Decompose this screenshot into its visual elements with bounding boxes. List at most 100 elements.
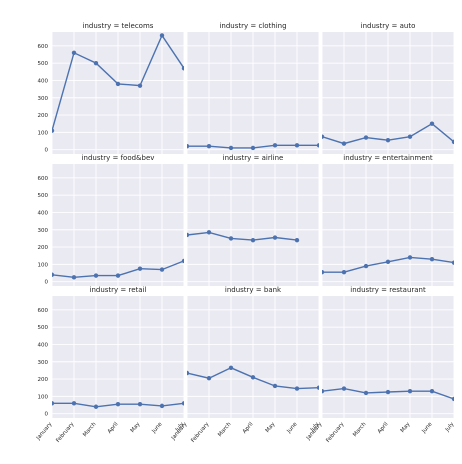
series-group — [322, 255, 454, 275]
series-group — [322, 121, 454, 146]
y-tick-label: 300 — [38, 360, 49, 366]
x-tick-label: April — [377, 421, 390, 435]
data-point — [206, 375, 212, 381]
data-point — [272, 235, 278, 240]
y-tick-label: 300 — [38, 228, 49, 234]
series-group — [52, 258, 184, 280]
data-point — [316, 143, 319, 148]
y-tick-label: 500 — [38, 325, 49, 331]
series-group — [322, 386, 454, 402]
series-group — [187, 365, 319, 391]
data-point — [206, 144, 212, 149]
y-tick-label: 200 — [38, 377, 49, 383]
data-point — [250, 375, 256, 380]
data-point — [181, 66, 184, 71]
data-point — [52, 272, 55, 277]
series-line — [187, 231, 298, 241]
y-tick-label: 600 — [38, 308, 49, 314]
data-point — [407, 255, 413, 260]
y-tick-label: 200 — [38, 113, 49, 119]
panel-title: industry = clothing — [219, 22, 286, 30]
data-point — [250, 145, 256, 151]
data-point — [451, 260, 454, 265]
x-tick-label: March — [82, 421, 98, 438]
y-tick-label: 0 — [45, 148, 49, 154]
data-point — [159, 33, 165, 38]
data-point — [187, 144, 190, 149]
panel-title: industry = restaurant — [350, 286, 426, 294]
x-tick-label: January — [35, 421, 54, 442]
data-point — [407, 388, 413, 394]
data-point — [429, 121, 435, 126]
x-tick-label: March — [217, 421, 233, 438]
data-point — [429, 256, 435, 262]
data-point — [93, 60, 99, 66]
data-point — [322, 388, 325, 394]
x-tick-label: February — [55, 421, 76, 444]
data-point — [250, 237, 256, 243]
x-tick-label: July — [444, 421, 456, 434]
y-tick-label: 400 — [38, 342, 49, 348]
series-group — [187, 143, 319, 151]
data-point — [187, 370, 190, 376]
data-point — [451, 396, 454, 402]
series-group — [52, 401, 184, 409]
data-point — [272, 383, 278, 389]
facet-panel: industry = airline — [186, 154, 320, 286]
x-tick-label: June — [151, 421, 164, 435]
data-point — [228, 145, 234, 151]
x-tick-label: April — [107, 421, 120, 435]
data-point — [71, 275, 77, 280]
data-point — [385, 389, 391, 395]
facet-panel: industry = entertainment — [321, 154, 455, 286]
data-point — [93, 273, 99, 278]
y-tick-label: 0 — [45, 412, 49, 418]
data-point — [341, 386, 347, 391]
data-point — [341, 269, 347, 275]
panel-title: industry = airline — [223, 154, 284, 162]
facet-panel: industry = food&bev 0 100 200 300 400 500 600 — [38, 154, 185, 286]
x-tick-label: February — [325, 421, 346, 444]
data-point — [385, 259, 391, 264]
y-tick-label: 600 — [38, 44, 49, 50]
data-point — [294, 386, 300, 391]
data-point — [181, 401, 184, 406]
data-point — [206, 230, 212, 235]
facet-panel: industry = clothing — [186, 22, 320, 154]
data-point — [385, 137, 391, 143]
y-tick-label: 400 — [38, 78, 49, 84]
data-point — [181, 258, 184, 264]
y-tick-label: 400 — [38, 210, 49, 216]
y-tick-label: 600 — [38, 176, 49, 182]
panel-title: industry = entertainment — [343, 154, 433, 162]
data-point — [52, 128, 55, 133]
x-tick-label: May — [400, 421, 412, 434]
y-tick-label: 100 — [38, 262, 49, 268]
y-tick-label: 300 — [38, 96, 49, 102]
data-point — [363, 263, 369, 269]
data-point — [115, 273, 121, 278]
data-point — [322, 134, 325, 139]
data-point — [159, 267, 165, 272]
x-tick-label: June — [421, 421, 434, 435]
x-tick-label: June — [286, 421, 299, 435]
data-point — [115, 401, 121, 407]
data-point — [137, 83, 143, 88]
data-point — [407, 134, 413, 139]
data-point — [363, 390, 369, 396]
y-tick-label: 0 — [45, 280, 49, 286]
x-tick-label: April — [242, 421, 255, 435]
data-point — [137, 401, 143, 407]
facet-panel: industry = telecoms 0 100 200 300 400 500 600 — [38, 22, 185, 154]
data-point — [451, 139, 454, 145]
data-point — [294, 143, 300, 148]
data-point — [272, 143, 278, 148]
facet-panel: industry = auto — [321, 22, 455, 154]
panel-title: industry = retail — [90, 286, 147, 294]
data-point — [322, 269, 325, 275]
y-tick-label: 100 — [38, 130, 49, 136]
data-point — [115, 81, 121, 87]
y-tick-label: 100 — [38, 394, 49, 400]
